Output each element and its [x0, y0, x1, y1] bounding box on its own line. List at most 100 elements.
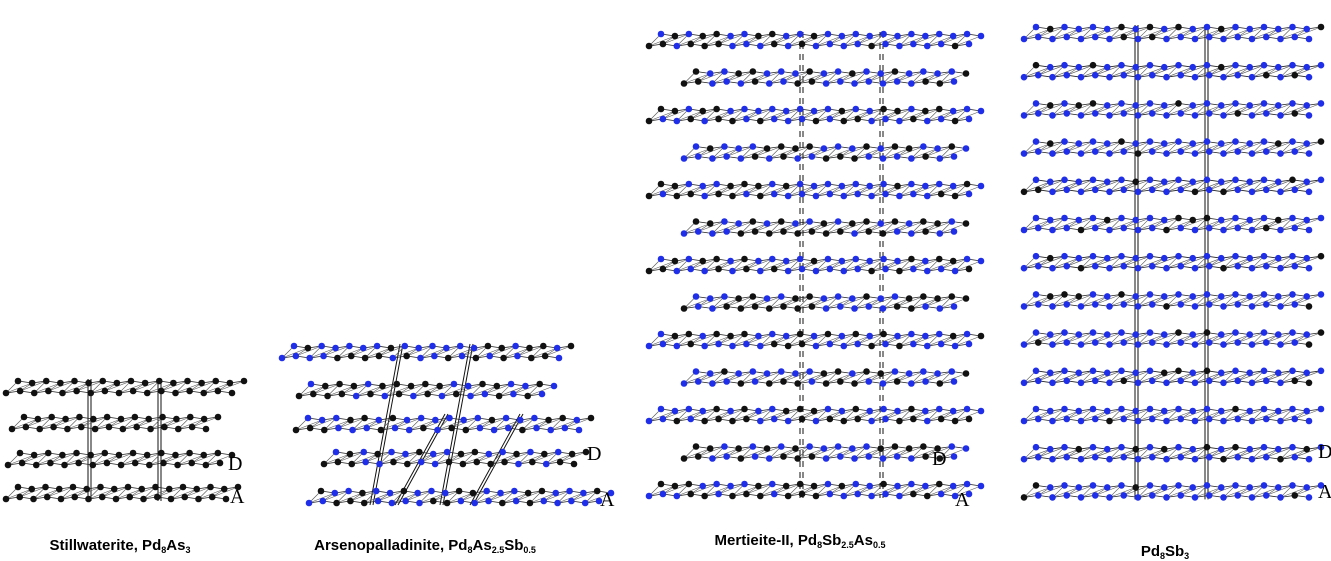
atom [1135, 341, 1142, 348]
atom [738, 155, 745, 162]
atom [908, 31, 915, 38]
atom [1204, 291, 1211, 298]
atom [310, 391, 317, 398]
atom [934, 145, 941, 152]
atom [1104, 64, 1111, 71]
atom [880, 331, 887, 338]
atom [580, 490, 587, 497]
atom [892, 443, 899, 450]
atom [743, 491, 750, 498]
atom [707, 445, 714, 452]
atom [1306, 189, 1313, 196]
atom [1161, 255, 1168, 262]
atom [321, 461, 328, 468]
atom [1063, 378, 1070, 385]
layer-label: D [587, 443, 601, 465]
atom [674, 43, 681, 50]
atom [827, 116, 834, 123]
atom-layer [1021, 406, 1325, 425]
atom [854, 191, 861, 198]
atom [48, 414, 55, 421]
atom [840, 118, 847, 125]
atom [660, 116, 667, 123]
atom [701, 268, 708, 275]
atom [922, 333, 929, 340]
atom [764, 370, 771, 377]
atom [908, 455, 915, 462]
atom [345, 488, 352, 495]
atom [125, 484, 132, 491]
atom [851, 155, 858, 162]
atom [854, 116, 861, 123]
atom [693, 68, 700, 75]
atom [1120, 454, 1127, 461]
atom [849, 445, 856, 452]
atom [1192, 456, 1199, 463]
atom-layer [681, 218, 970, 237]
atom [868, 268, 875, 275]
atom [672, 108, 679, 115]
atom [1275, 26, 1282, 33]
atom [359, 490, 366, 497]
atom [1149, 148, 1156, 155]
atom [823, 155, 830, 162]
atom [851, 455, 858, 462]
atom [713, 181, 720, 188]
atom [515, 461, 522, 468]
atom [439, 393, 446, 400]
atom [741, 406, 748, 413]
atom [713, 406, 720, 413]
atom [347, 498, 354, 505]
atom [17, 388, 24, 395]
caption-part: As [166, 537, 185, 554]
atom [938, 191, 945, 198]
atom [660, 266, 667, 273]
atom [1192, 265, 1199, 272]
atom [118, 416, 125, 423]
atom [707, 145, 714, 152]
atom [472, 449, 479, 456]
atom [785, 493, 792, 500]
atom [813, 43, 820, 50]
atom [491, 427, 498, 434]
atom [806, 218, 813, 225]
atom [769, 481, 776, 488]
atom [393, 381, 400, 388]
atom [1177, 187, 1184, 194]
atom [709, 80, 716, 87]
atom [541, 451, 548, 458]
atom [1163, 265, 1170, 272]
atom [559, 415, 566, 422]
caption-part: 2.5 [841, 540, 854, 550]
atom [950, 108, 957, 115]
atom [757, 343, 764, 350]
atom [1135, 380, 1142, 387]
atom [1234, 110, 1241, 117]
atom [1120, 225, 1127, 232]
atom [823, 80, 830, 87]
atom [1035, 492, 1042, 499]
atom [104, 460, 111, 467]
atom [1177, 72, 1184, 79]
atom [721, 443, 728, 450]
atom-layer [681, 143, 970, 162]
atom [771, 191, 778, 198]
atom [778, 218, 785, 225]
atom [894, 153, 901, 160]
atom [1249, 418, 1256, 425]
atom [952, 43, 959, 50]
atom [966, 266, 973, 273]
atom [45, 388, 52, 395]
atom [1275, 255, 1282, 262]
atom [1249, 456, 1256, 463]
atom [687, 191, 694, 198]
atom [361, 500, 368, 507]
atom [922, 408, 929, 415]
atom [806, 443, 813, 450]
atom [1092, 301, 1099, 308]
atom [1289, 406, 1296, 413]
atom [1275, 484, 1282, 491]
atom [1075, 446, 1082, 453]
atom-layer [1021, 291, 1325, 310]
atom [1206, 110, 1213, 117]
